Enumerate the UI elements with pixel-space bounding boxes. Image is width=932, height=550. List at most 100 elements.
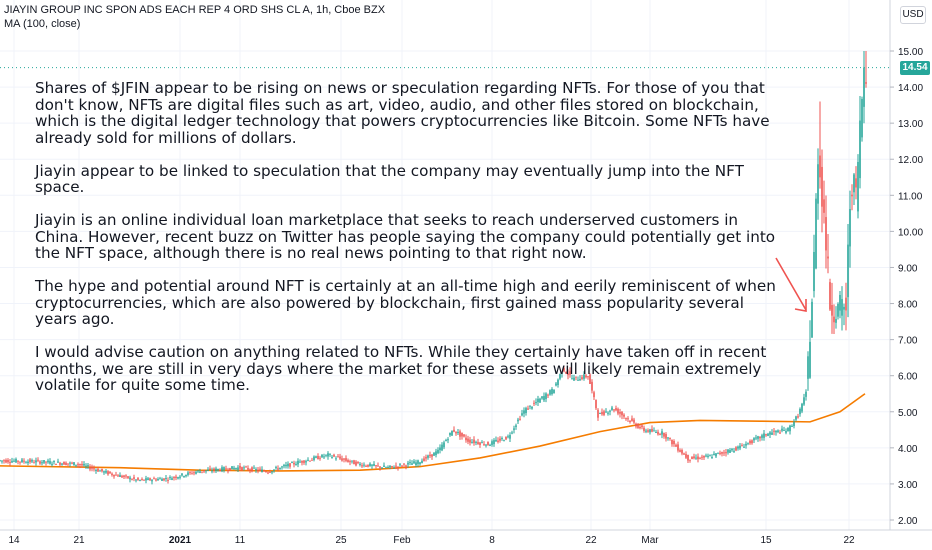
candle-body: [555, 383, 557, 386]
candle-body: [423, 458, 425, 461]
candle-body: [517, 419, 519, 422]
candle-body: [613, 409, 615, 411]
candle-body: [61, 463, 63, 465]
candle-body: [513, 428, 515, 430]
candle-body: [123, 475, 125, 477]
candle-body: [425, 457, 427, 459]
x-tick-label: 14: [8, 535, 20, 546]
candle-body: [343, 458, 345, 460]
candle-body: [385, 467, 387, 469]
candle-body: [215, 468, 217, 472]
candle-body: [591, 381, 593, 391]
candle-body: [743, 446, 745, 448]
ma-line: [0, 393, 866, 472]
candle-body: [5, 459, 7, 463]
candle-body: [37, 459, 39, 461]
candle-body: [81, 464, 83, 466]
candle-body: [35, 460, 37, 463]
indicator-label[interactable]: MA (100, close): [4, 18, 81, 30]
candle-body: [349, 461, 351, 463]
y-tick-label: 9.00: [898, 263, 918, 274]
candle-body: [779, 432, 781, 434]
candle-body: [737, 446, 739, 449]
candle-body: [135, 479, 137, 481]
x-tick-label: 2021: [169, 535, 192, 546]
candle-body: [33, 462, 35, 464]
candle-body: [219, 469, 221, 471]
candle-body: [603, 411, 605, 415]
candle-body: [703, 455, 705, 458]
candle-body: [771, 432, 773, 435]
candle-body: [293, 462, 295, 465]
candle-body: [509, 435, 511, 439]
candle-body: [561, 372, 563, 374]
candle-body: [231, 466, 233, 470]
candle-body: [549, 390, 551, 395]
candle-body: [607, 412, 609, 414]
candle-body: [801, 403, 803, 412]
candle-body: [403, 463, 405, 465]
candle-body: [697, 456, 699, 460]
candle-body: [71, 462, 73, 464]
candle-body: [829, 282, 831, 310]
candle-body: [23, 460, 25, 462]
x-tick-label: 15: [760, 535, 772, 546]
candle-body: [577, 379, 579, 381]
candle-body: [503, 440, 505, 442]
candle-body: [421, 460, 423, 464]
x-tick-label: 21: [73, 535, 85, 546]
candle-body: [773, 430, 775, 432]
candle-body: [631, 418, 633, 421]
candle-body: [535, 402, 537, 404]
x-tick-label: 8: [489, 535, 495, 546]
candle-body: [487, 441, 489, 446]
candle-body: [633, 419, 635, 423]
candle-body: [251, 467, 253, 472]
candle-body: [307, 459, 309, 461]
candle-body: [657, 431, 659, 435]
candle-body: [663, 433, 665, 437]
candle-body: [759, 436, 761, 439]
candle-body: [473, 439, 475, 444]
annotation-paragraph: Jiayin is an online individual loan mark…: [35, 211, 776, 262]
candle-body: [111, 473, 113, 476]
candle-body: [799, 408, 801, 415]
candle-body: [795, 416, 797, 420]
candle-body: [675, 444, 677, 447]
candle-body: [863, 67, 865, 107]
y-tick-label: 10.00: [898, 227, 923, 238]
annotation-paragraph: Jiayin appear to be linked to speculatio…: [35, 161, 744, 196]
candle-body: [447, 439, 449, 441]
candle-body: [763, 433, 765, 438]
candle-body: [839, 295, 841, 311]
candle-body: [377, 465, 379, 467]
candle-body: [527, 408, 529, 410]
candle-body: [531, 406, 533, 409]
candle-body: [649, 429, 651, 433]
candle-body: [387, 467, 389, 469]
candle-body: [557, 379, 559, 385]
candle-body: [699, 458, 701, 460]
candle-body: [245, 466, 247, 468]
candle-body: [301, 460, 303, 463]
candle-body: [807, 356, 809, 379]
candle-body: [73, 462, 75, 466]
candle-body: [479, 442, 481, 445]
candle-body: [145, 478, 147, 481]
currency-badge[interactable]: USD: [900, 6, 926, 24]
candle-body: [641, 425, 643, 428]
candle-body: [133, 477, 135, 479]
candle-body: [441, 444, 443, 451]
candle-body: [515, 425, 517, 427]
candle-body: [353, 460, 355, 465]
candle-body: [429, 454, 431, 457]
candle-body: [719, 452, 721, 454]
candle-body: [277, 468, 279, 470]
candle-body: [355, 461, 357, 466]
candle-body: [351, 460, 353, 462]
candle-body: [667, 437, 669, 439]
candle-body: [317, 455, 319, 460]
candle-body: [357, 461, 359, 464]
candle-body: [3, 460, 5, 462]
